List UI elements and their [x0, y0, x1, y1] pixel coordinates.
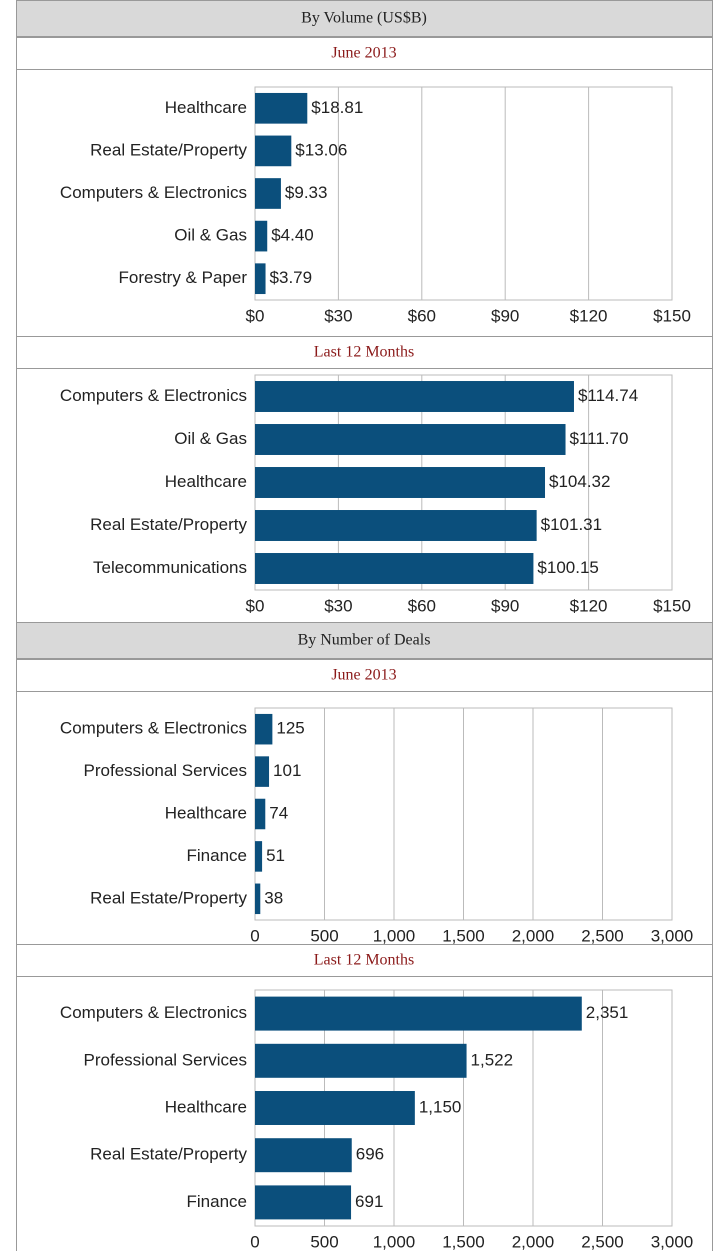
category-label: Real Estate/Property [90, 888, 247, 907]
section-title: By Volume (US$B) [301, 10, 427, 27]
bar [255, 1091, 415, 1125]
bar [255, 135, 292, 167]
bar [255, 1043, 467, 1078]
x-tick-label: $90 [491, 306, 519, 325]
value-label: 38 [264, 888, 283, 907]
value-label: $13.06 [295, 140, 347, 159]
bar [255, 883, 261, 915]
value-label: $100.15 [537, 558, 598, 577]
category-label: Healthcare [165, 472, 247, 491]
value-label: 1,150 [419, 1097, 462, 1116]
category-label: Healthcare [165, 803, 247, 822]
category-label: Real Estate/Property [90, 140, 247, 159]
bar [255, 510, 537, 541]
x-tick-label: $30 [324, 596, 352, 615]
x-tick-label: $150 [653, 596, 691, 615]
x-tick-label: 1,000 [373, 1232, 416, 1251]
x-tick-label: $90 [491, 596, 519, 615]
chart-title-row [16, 336, 713, 369]
value-label: $111.70 [570, 429, 629, 448]
chart-title: Last 12 Months [314, 952, 414, 969]
x-tick-label: 1,500 [442, 926, 485, 945]
x-tick-label: $60 [408, 306, 436, 325]
x-tick-label: $120 [570, 596, 608, 615]
chart-title-row [16, 659, 713, 692]
x-tick-label: 2,500 [581, 926, 624, 945]
value-label: 691 [355, 1192, 383, 1211]
chart-title: June 2013 [331, 667, 396, 684]
x-tick-label: 2,500 [581, 1232, 624, 1251]
bar [255, 553, 534, 584]
x-tick-label: 2,000 [512, 926, 555, 945]
x-tick-label: $60 [408, 596, 436, 615]
value-label: $104.32 [549, 472, 610, 491]
category-label: Professional Services [84, 1050, 247, 1069]
category-label: Professional Services [84, 761, 247, 780]
value-label: $101.31 [541, 515, 602, 534]
x-tick-label: 0 [250, 926, 259, 945]
category-label: Telecommunications [93, 558, 247, 577]
value-label: 74 [269, 803, 288, 822]
value-label: 51 [266, 846, 285, 865]
value-label: $4.40 [271, 226, 314, 245]
bar [255, 424, 566, 455]
category-label: Forestry & Paper [119, 268, 248, 287]
value-label: $3.79 [270, 268, 313, 287]
value-label: 125 [276, 719, 304, 738]
chart-title: Last 12 Months [314, 344, 414, 361]
x-tick-label: $120 [570, 306, 608, 325]
bar [255, 263, 266, 295]
section-title: By Number of Deals [298, 632, 431, 649]
bar [255, 220, 268, 252]
category-label: Healthcare [165, 98, 247, 117]
chart-title-row [16, 37, 713, 70]
x-tick-label: $30 [324, 306, 352, 325]
chart-title-row [16, 944, 713, 977]
category-label: Computers & Electronics [60, 1003, 247, 1022]
bar [255, 178, 281, 209]
category-label: Computers & Electronics [60, 386, 247, 405]
category-label: Computers & Electronics [60, 719, 247, 738]
value-label: 696 [356, 1145, 384, 1164]
category-label: Healthcare [165, 1097, 247, 1116]
bar [255, 92, 308, 124]
bar [255, 841, 263, 872]
x-tick-label: 1,500 [442, 1232, 485, 1251]
bar [255, 713, 273, 745]
value-label: 101 [273, 761, 301, 780]
x-tick-label: $0 [246, 306, 265, 325]
x-tick-label: 500 [310, 926, 338, 945]
x-tick-label: 2,000 [512, 1232, 555, 1251]
x-tick-label: 1,000 [373, 926, 416, 945]
bar [255, 756, 270, 787]
value-label: $9.33 [285, 183, 328, 202]
category-label: Finance [187, 1192, 247, 1211]
category-label: Oil & Gas [174, 226, 247, 245]
bar [255, 996, 582, 1031]
chart-title: June 2013 [331, 45, 396, 62]
bar [255, 1185, 352, 1220]
value-label: 2,351 [586, 1003, 629, 1022]
bar [255, 381, 574, 412]
category-label: Finance [187, 846, 247, 865]
category-label: Computers & Electronics [60, 183, 247, 202]
x-tick-label: 0 [250, 1232, 259, 1251]
x-tick-label: 500 [310, 1232, 338, 1251]
value-label: $18.81 [311, 98, 363, 117]
bar [255, 467, 546, 498]
x-tick-label: $0 [246, 596, 265, 615]
section-header [16, 622, 713, 659]
section-header [16, 0, 713, 37]
x-tick-label: $150 [653, 306, 691, 325]
category-label: Oil & Gas [174, 429, 247, 448]
category-label: Real Estate/Property [90, 515, 247, 534]
category-label: Real Estate/Property [90, 1145, 247, 1164]
value-label: 1,522 [471, 1050, 514, 1069]
x-tick-label: 3,000 [651, 1232, 694, 1251]
value-label: $114.74 [578, 386, 638, 405]
bar [255, 798, 266, 830]
bar [255, 1138, 352, 1173]
x-tick-label: 3,000 [651, 926, 694, 945]
